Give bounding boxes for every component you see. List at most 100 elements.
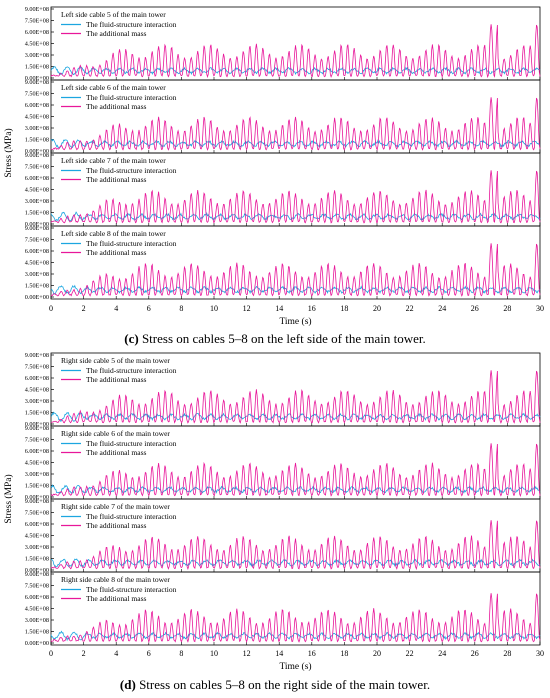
x-tick-label: 30 [536,304,544,313]
series-additional-mass [50,443,541,498]
y-tick-label: 4.50E+08 [25,41,49,48]
series-additional-mass [50,370,541,424]
legend-label: The fluid-structure interaction [86,366,177,375]
panel-d-8: 0.00E+00 1.50E+08 3.00E+08 4.50E+08 6.00E+08… [25,571,541,647]
legend-label: The fluid-structure interaction [86,585,177,594]
y-tick-label: 1.50E+08 [25,210,49,217]
y-tick-label: 7.50E+08 [25,164,49,171]
x-axis-label: Time (s) [279,316,311,327]
panel-title: Left side cable 6 of the main tower [61,83,166,92]
caption-c-letter: (c) [124,331,139,346]
y-tick-label: 0.00E+00 [25,221,49,228]
legend-label: The additional mass [86,29,146,38]
series-additional-mass [50,243,541,297]
y-tick-label: 3.00E+08 [25,544,49,551]
legend-label: The fluid-structure interaction [86,512,177,521]
y-axis-label: Stress (MPa) [3,474,14,523]
y-tick-label: 9.00E+08 [25,425,49,432]
x-axis-label: Time (s) [279,661,311,672]
panel-c-5: 0.00E+00 1.50E+08 3.00E+08 4.50E+08 6.00E+08… [25,6,541,82]
x-tick-label: 20 [373,304,381,313]
y-tick-label: 7.50E+08 [25,437,49,444]
legend-label: The additional mass [86,175,146,184]
y-tick-label: 3.00E+08 [25,271,49,278]
x-tick-label: 20 [373,649,381,658]
x-tick-label: 4 [114,304,118,313]
y-tick-label: 4.50E+08 [25,187,49,194]
y-tick-label: 9.00E+08 [25,571,49,578]
legend-label: The additional mass [86,521,146,530]
x-tick-label: 6 [147,649,151,658]
legend-label: The additional mass [86,102,146,111]
y-tick-label: 0.00E+00 [25,640,49,647]
series-fluid-structure-interaction [50,558,541,568]
panel-title: Right side cable 8 of the main tower [61,575,170,584]
x-tick-label: 4 [114,649,118,658]
y-tick-label: 1.50E+08 [25,137,49,144]
y-tick-label: 0.00E+00 [25,567,49,574]
legend-label: The fluid-structure interaction [86,20,177,29]
series-additional-mass [50,520,541,571]
y-tick-label: 6.00E+08 [25,448,49,455]
y-tick-label: 1.50E+08 [25,556,49,563]
y-tick-label: 7.50E+08 [25,364,49,371]
x-tick-label: 18 [340,649,348,658]
x-tick-label: 18 [340,304,348,313]
y-tick-label: 3.00E+08 [25,198,49,205]
y-tick-label: 3.00E+08 [25,52,49,59]
caption-d-letter: (d) [119,677,136,692]
x-tick-label: 8 [179,649,183,658]
series-fluid-structure-interaction [50,484,541,494]
x-tick-label: 2 [82,304,86,313]
y-tick-label: 3.00E+08 [25,398,49,405]
legend-label: The fluid-structure interaction [86,439,177,448]
panel-title: Left side cable 5 of the main tower [61,10,166,19]
x-tick-label: 30 [536,649,544,658]
x-tick-label: 26 [471,649,479,658]
series-additional-mass [50,170,541,224]
y-tick-label: 7.50E+08 [25,237,49,244]
series-additional-mass [50,593,541,644]
series-fluid-structure-interaction [50,630,541,642]
x-tick-label: 16 [308,304,316,313]
y-tick-label: 3.00E+08 [25,617,49,624]
y-tick-label: 4.50E+08 [25,260,49,267]
caption-d-text: Stress on cables 5–8 on the right side o… [135,677,431,692]
caption-c: (c) Stress on cables 5–8 on the left sid… [0,331,550,347]
x-tick-label: 8 [179,304,183,313]
y-tick-label: 0.00E+00 [25,75,49,82]
panel-title: Left side cable 8 of the main tower [61,229,166,238]
y-tick-label: 4.50E+08 [25,114,49,121]
y-tick-label: 3.00E+08 [25,471,49,478]
panel-c-8: 0.00E+00 1.50E+08 3.00E+08 4.50E+08 6.00E+08… [25,225,541,301]
y-tick-label: 4.50E+08 [25,460,49,467]
y-tick-label: 9.00E+08 [25,352,49,359]
y-tick-label: 9.00E+08 [25,225,49,232]
y-tick-label: 7.50E+08 [25,583,49,590]
series-fluid-structure-interaction [51,411,541,422]
legend-label: The additional mass [86,248,146,257]
y-tick-label: 1.50E+08 [25,483,49,490]
x-tick-label: 0 [49,304,53,313]
panel-title: Left side cable 7 of the main tower [61,156,166,165]
y-tick-label: 9.00E+08 [25,6,49,13]
x-tick-label: 14 [275,304,283,313]
legend-label: The fluid-structure interaction [86,239,177,248]
caption-d: (d) Stress on cables 5–8 on the right si… [0,677,550,693]
x-tick-label: 24 [438,304,446,313]
y-tick-label: 6.00E+08 [25,102,49,109]
x-tick-label: 2 [82,649,86,658]
x-tick-label: 14 [275,649,283,658]
panel-d-6: 0.00E+00 1.50E+08 3.00E+08 4.50E+08 6.00E+08… [25,425,541,501]
y-tick-label: 9.00E+08 [25,152,49,159]
y-tick-label: 0.00E+00 [25,148,49,155]
caption-c-text: Stress on cables 5–8 on the left side of… [138,331,426,346]
y-tick-label: 1.50E+08 [25,410,49,417]
series-fluid-structure-interaction [50,284,541,295]
y-tick-label: 3.00E+08 [25,125,49,132]
y-axis-label: Stress (MPa) [3,128,14,177]
y-tick-label: 0.00E+00 [25,494,49,501]
y-tick-label: 6.00E+08 [25,248,49,255]
x-tick-label: 28 [503,649,511,658]
